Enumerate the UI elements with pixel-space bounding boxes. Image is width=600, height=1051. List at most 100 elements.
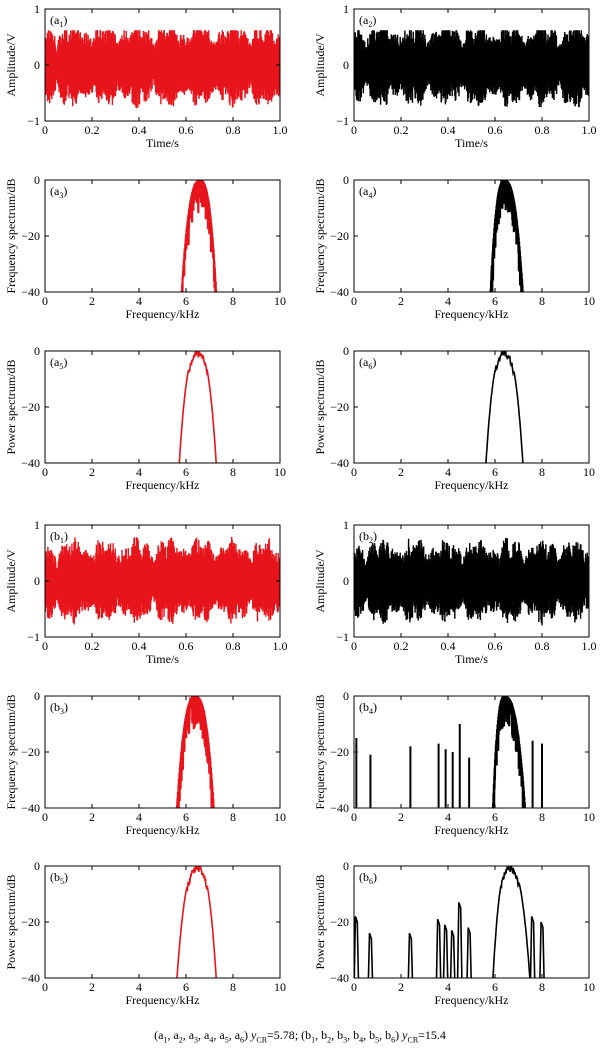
b2-xlabel: Time/s — [455, 652, 488, 666]
b2-xtick-label-0: 0 — [351, 639, 357, 653]
a6-ytick-label-0: 0 — [343, 344, 349, 358]
a2-xtick-label-5: 1.0 — [582, 123, 597, 137]
b6-spur-3 — [435, 918, 442, 978]
panel-a5: 0 2 4 6 8 10 0 −20 −40 Frequency/kHz Power spectru… — [4, 344, 286, 492]
a5-xtick-label-4: 8 — [230, 465, 236, 479]
b6-spur-8 — [529, 916, 536, 978]
a3-ylabel: Frequency spectrum/dB — [4, 179, 18, 294]
a6-series — [485, 351, 524, 463]
b6-xtick-label-0: 0 — [351, 980, 357, 994]
caption-group-a: a1, a2, a3, a4, a5, a6 — [158, 1028, 245, 1045]
a1-xtick-label-1: 0.2 — [85, 123, 100, 137]
panel-b1: 0 0.2 0.4 0.6 0.8 1.010−1Time/sAmplitude/V(b1… — [4, 518, 288, 666]
a3-xtick-label-0: 0 — [42, 294, 48, 308]
b1-xtick-label-4: 0.8 — [226, 639, 241, 653]
a2-ytick-label-1: 0 — [343, 58, 349, 72]
b2-ylabel: Amplitude/V — [313, 549, 327, 613]
b5-ytick-label-1: −20 — [21, 915, 40, 929]
a3-ytick-label-1: −20 — [21, 229, 40, 243]
a4-series — [489, 180, 524, 292]
caption-symbol-b: y — [402, 1028, 408, 1042]
b2-series — [354, 537, 589, 626]
b1-xtick-label-1: 0.2 — [85, 639, 100, 653]
a1-xtick-label-5: 1.0 — [273, 123, 288, 137]
b3-xtick-label-0: 0 — [42, 810, 48, 824]
a6-ytick-label-1: −20 — [330, 400, 349, 414]
b5-ylabel: Power spectrum/dB — [4, 875, 18, 970]
b6-spur-1 — [367, 932, 374, 978]
b5-xtick-label-3: 6 — [183, 980, 189, 994]
b2-xtick-label-3: 0.6 — [488, 639, 503, 653]
a6-ytick-label-2: −40 — [330, 456, 349, 470]
a2-ytick-label-0: 1 — [343, 2, 349, 16]
a5-xtick-label-5: 10 — [274, 465, 286, 479]
a4-xlabel: Frequency/kHz — [435, 307, 509, 321]
figure-caption: (a1, a2, a3, a4, a5, a6) yCR=5.78; (b1, … — [154, 1028, 446, 1045]
a1-series — [45, 30, 280, 109]
b4-xlabel: Frequency/kHz — [435, 823, 509, 837]
a5-ytick-label-1: −20 — [21, 400, 40, 414]
a3-ytick-label-0: 0 — [34, 173, 40, 187]
b3-band-trace — [175, 696, 215, 808]
b4-panel-tag: (b4) — [359, 700, 377, 716]
b6-ytick-label-1: −20 — [330, 915, 349, 929]
b6-xlabel: Frequency/kHz — [435, 993, 509, 1007]
b5-ytick-label-0: 0 — [34, 859, 40, 873]
b1-panel-tag: (b1) — [50, 529, 68, 545]
b4-xtick-label-5: 10 — [583, 810, 595, 824]
a3-band-trace — [180, 180, 218, 292]
b6-xtick-label-4: 8 — [539, 980, 545, 994]
b3-xtick-label-4: 8 — [230, 810, 236, 824]
b4-xtick-label-1: 2 — [398, 810, 404, 824]
a1-panel-tag: (a1) — [50, 13, 67, 29]
a4-ylabel: Frequency spectrum/dB — [313, 179, 327, 294]
b4-xtick-label-4: 8 — [539, 810, 545, 824]
a5-ylabel: Power spectrum/dB — [4, 360, 18, 455]
b6-ytick-label-0: 0 — [343, 859, 349, 873]
a2-xtick-label-1: 0.2 — [394, 123, 409, 137]
b2-ytick-label-0: 1 — [343, 518, 349, 532]
b4-band-trace — [491, 696, 527, 808]
b6-spur-5 — [449, 930, 456, 978]
caption-value-b: =15.4 — [418, 1028, 446, 1042]
panel-a3: 0 2 4 6 8 10 0 −20 −40 Frequency/kHz Frequency spe… — [4, 173, 286, 321]
a6-ylabel: Power spectrum/dB — [313, 360, 327, 455]
a6-xtick-label-1: 2 — [398, 465, 404, 479]
b1-ylabel: Amplitude/V — [4, 549, 18, 613]
b6-spur-7 — [466, 927, 472, 978]
b4-axes-frame — [353, 695, 590, 809]
a6-xtick-label-5: 10 — [583, 465, 595, 479]
caption-value-a: =5.78 — [267, 1028, 295, 1042]
b3-ytick-label-2: −40 — [21, 801, 40, 815]
b1-xlabel: Time/s — [146, 652, 179, 666]
b5-xtick-label-4: 8 — [230, 980, 236, 994]
b3-ytick-label-1: −20 — [21, 745, 40, 759]
a2-xtick-label-0: 0 — [351, 123, 357, 137]
caption-symbol-sub-a: CR — [256, 1035, 268, 1045]
a4-xtick-label-5: 10 — [583, 294, 595, 308]
a4-ytick-label-1: −20 — [330, 229, 349, 243]
a3-xtick-label-5: 10 — [274, 294, 286, 308]
a2-xtick-label-2: 0.4 — [441, 123, 456, 137]
a2-series — [354, 30, 589, 108]
b5-xtick-label-1: 2 — [89, 980, 95, 994]
b5-xtick-label-5: 10 — [274, 980, 286, 994]
b5-ytick-label-2: −40 — [21, 971, 40, 985]
a3-xtick-label-4: 8 — [230, 294, 236, 308]
panel-a4: 0 2 4 6 8 10 0 −20 −40 Frequency/kHz Frequency spe… — [313, 173, 595, 321]
a6-xlabel: Frequency/kHz — [435, 478, 509, 492]
a2-ylabel: Amplitude/V — [313, 33, 327, 97]
b1-ytick-label-1: 0 — [34, 574, 40, 588]
a5-xlabel: Frequency/kHz — [126, 478, 200, 492]
a4-xtick-label-3: 6 — [492, 294, 498, 308]
a5-axes-frame — [44, 350, 281, 464]
a5-panel-tag: (a5) — [50, 355, 67, 371]
a1-trace — [45, 30, 280, 109]
b5-xlabel: Frequency/kHz — [126, 993, 200, 1007]
b5-axes-frame — [44, 865, 281, 979]
a2-ytick-label-2: −1 — [336, 114, 349, 128]
b1-xtick-label-2: 0.4 — [132, 639, 147, 653]
b1-ytick-label-2: −1 — [27, 630, 40, 644]
b3-ylabel: Frequency spectrum/dB — [4, 695, 18, 810]
a5-xtick-label-0: 0 — [42, 465, 48, 479]
